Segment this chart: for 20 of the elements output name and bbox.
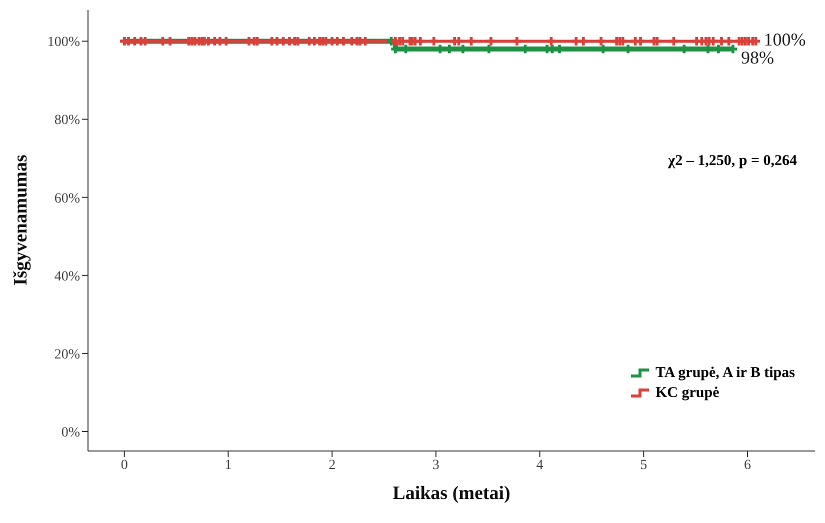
- annotation: 98%: [740, 47, 774, 68]
- y-tick-label: 0%: [61, 425, 80, 440]
- legend-label: TA grupė, A ir B tipas: [656, 364, 795, 383]
- y-tick-label: 80%: [54, 113, 80, 128]
- x-tick-label: 0: [120, 458, 128, 473]
- legend-label: KC grupė: [656, 384, 720, 403]
- annotation: χ2 – 1,250, p = 0,264: [668, 153, 797, 170]
- y-axis-title: Išgyvenamumas: [10, 154, 32, 286]
- x-tick-label: 1: [224, 458, 232, 473]
- y-tick-label: 40%: [54, 269, 80, 284]
- x-tick-label: 4: [536, 458, 544, 473]
- x-tick-label: 6: [744, 458, 751, 473]
- x-tick-label: 2: [328, 458, 336, 473]
- x-tick-label: 3: [432, 458, 440, 473]
- y-tick-label: 60%: [54, 191, 80, 206]
- x-axis-title: Laikas (metai): [392, 483, 510, 504]
- y-tick-label: 100%: [47, 35, 80, 50]
- x-tick-label: 5: [640, 458, 648, 473]
- annotation: 100%: [764, 30, 806, 50]
- y-tick-label: 20%: [54, 347, 80, 362]
